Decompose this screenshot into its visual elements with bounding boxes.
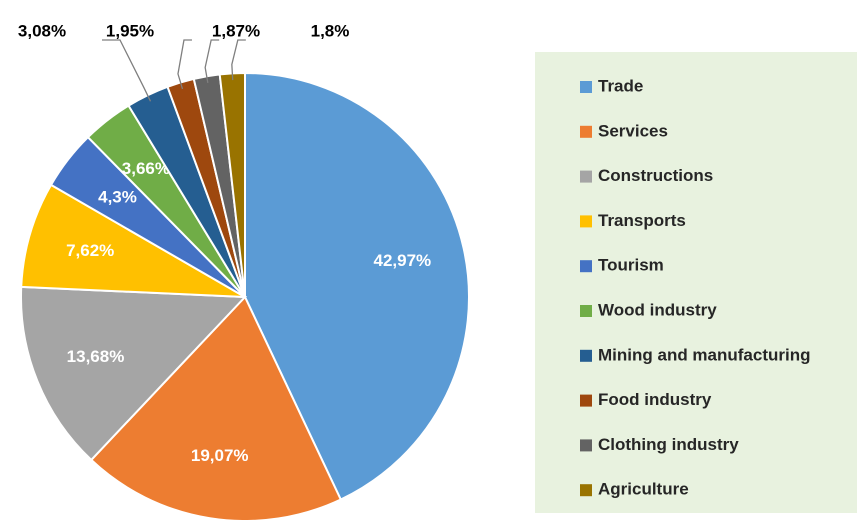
legend-swatch [580, 170, 592, 183]
legend-label: Mining and manufacturing [598, 345, 811, 364]
legend-swatch [580, 349, 592, 362]
legend-swatch [580, 394, 592, 407]
legend-label: Clothing industry [598, 435, 739, 454]
data-label: 1,8% [311, 21, 350, 40]
legend-swatch [580, 81, 592, 93]
legend-swatch [580, 484, 592, 497]
legend-label: Trade [598, 76, 643, 95]
legend-label: Agriculture [598, 480, 689, 499]
leader-line [231, 39, 246, 81]
pie-slice [20, 285, 248, 462]
leader-line [177, 39, 192, 90]
data-label: 1,95% [106, 21, 154, 40]
data-label: 1,87% [212, 21, 260, 40]
legend-swatch [580, 439, 592, 452]
legend-swatch [580, 305, 592, 317]
legend-label: Wood industry [598, 300, 717, 319]
data-label: 42,97% [374, 251, 432, 270]
pie-slice [89, 295, 343, 520]
legend-label: Transports [598, 211, 686, 230]
legend-label: Constructions [598, 166, 713, 185]
legend-label: Tourism [598, 256, 664, 275]
legend-label: Food industry [598, 390, 712, 409]
data-label: 3,66% [122, 159, 170, 178]
pie-slice [20, 183, 246, 298]
data-label: 4,3% [98, 188, 137, 207]
leader-line [204, 39, 220, 84]
data-label: 3,08% [18, 21, 66, 40]
legend-swatch [580, 215, 592, 228]
data-label: 13,68% [67, 347, 125, 366]
legend-label: Services [598, 121, 668, 140]
legend-swatch [580, 260, 592, 273]
pie-slice [244, 71, 470, 501]
data-label: 7,62% [66, 241, 114, 260]
leader-line [102, 39, 152, 102]
data-label: 19,07% [191, 446, 249, 465]
legend-swatch [580, 125, 592, 138]
